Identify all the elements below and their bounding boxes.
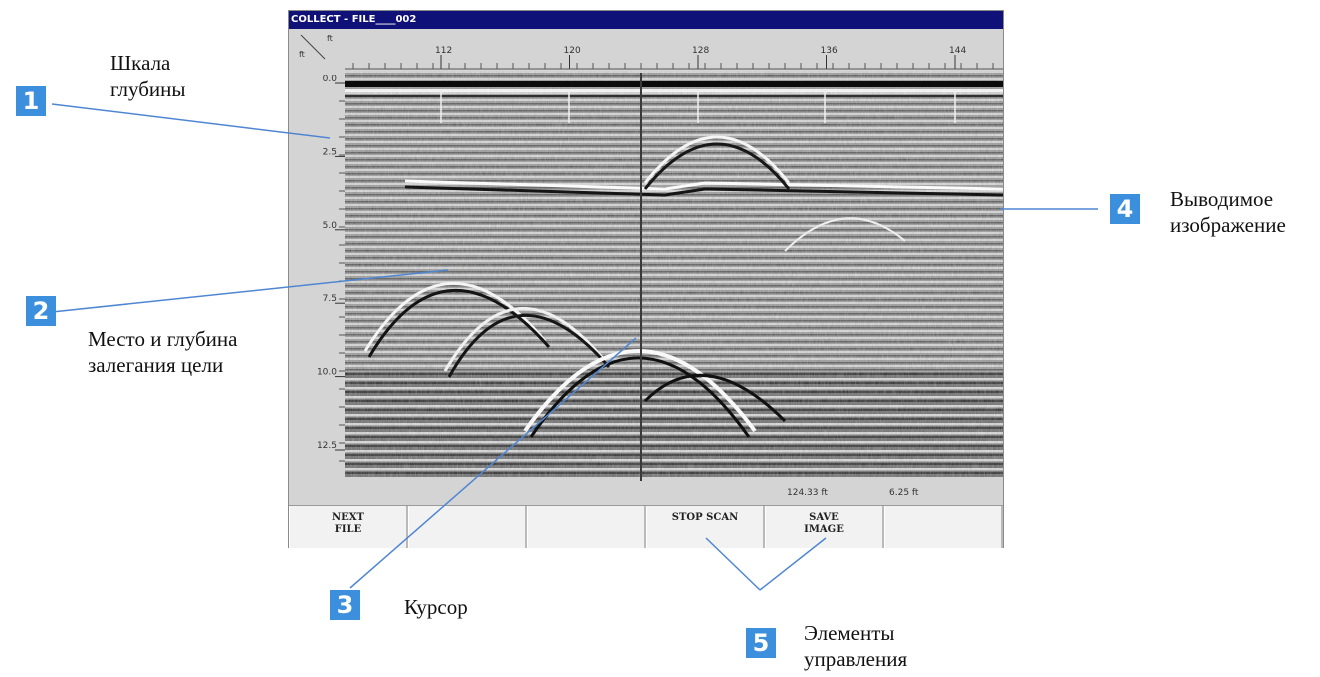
status-bar: 124.33 ft 6.25 ft	[289, 479, 1003, 507]
depth-tick-label: 7.5	[323, 294, 337, 304]
callout-1-label: Шкала глубины	[110, 51, 186, 101]
callout-3-label: Курсор	[404, 595, 468, 619]
ruler-tick-label: 128	[692, 46, 709, 56]
depth-tick-label: 10.0	[317, 368, 337, 378]
depth-tick-label: 0.0	[323, 75, 338, 84]
depth-tick-label: 5.0	[323, 221, 338, 231]
ruler-unit-top: ft	[327, 34, 333, 43]
ruler-tick-label: 144	[949, 46, 966, 56]
window-title: COLLECT - FILE____002	[289, 11, 1003, 29]
callout-4-label: Выводимое изображение	[1170, 187, 1286, 237]
gpr-screen: COLLECT - FILE____002 ft ft 112 120 128 136…	[288, 10, 1004, 548]
softkey-6-button[interactable]	[884, 506, 1003, 548]
ruler-tick-labels: 112 120 128 136 144	[435, 46, 966, 56]
callout-2-label: Место и глубина залегания цели	[88, 327, 238, 377]
softkey-bar: NEXT FILE STOP SCAN SAVE IMAGE	[289, 505, 1003, 548]
ruler-unit-left: ft	[299, 50, 305, 59]
stop-scan-button[interactable]: STOP SCAN	[646, 506, 765, 548]
ruler-tick-label: 112	[435, 46, 452, 56]
save-image-button[interactable]: SAVE IMAGE	[765, 506, 884, 548]
cursor-depth-value: 6.25 ft	[889, 488, 919, 498]
next-file-button[interactable]: NEXT FILE	[289, 506, 408, 548]
radargram-image	[345, 71, 1003, 477]
callout-2-badge: 2	[26, 296, 56, 326]
depth-tick-labels: 0.0 2.5 5.0 7.5 10.0 12.5	[317, 75, 337, 451]
depth-minor-ticks	[335, 82, 345, 462]
softkey-3-button[interactable]	[527, 506, 646, 548]
callout-3-badge: 3	[330, 590, 360, 620]
hyperbola-top	[643, 135, 791, 184]
ruler-corner: ft ft	[299, 34, 333, 60]
callout-1-badge: 1	[16, 86, 46, 116]
softkey-2-button[interactable]	[408, 506, 527, 548]
horizontal-distance-ruler: 112 120 128 136 144	[345, 46, 1003, 70]
callout-4-badge: 4	[1110, 194, 1140, 224]
callout-5-badge: 5	[746, 628, 776, 658]
callout-5-label: Элементы управления	[804, 621, 908, 671]
depth-tick-label: 12.5	[317, 441, 337, 451]
depth-scale: 0.0 2.5 5.0 7.5 10.0 12.5	[317, 75, 345, 462]
depth-tick-label: 2.5	[323, 147, 337, 157]
ruler-tick-label: 136	[821, 46, 838, 56]
ruler-tick-label: 120	[564, 46, 581, 56]
cursor-position-value: 124.33 ft	[787, 488, 828, 498]
cursor-line[interactable]	[640, 73, 642, 481]
ruler-minor-ticks	[352, 55, 994, 69]
